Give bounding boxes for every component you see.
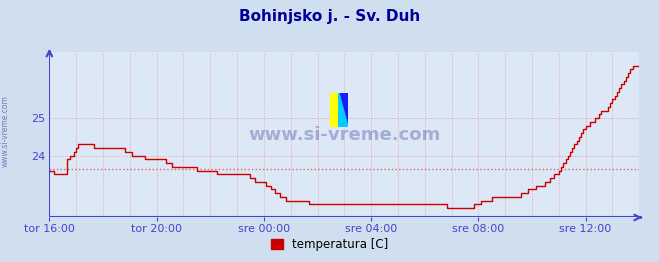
Polygon shape bbox=[339, 93, 348, 127]
Text: www.si-vreme.com: www.si-vreme.com bbox=[1, 95, 10, 167]
Text: Bohinjsko j. - Sv. Duh: Bohinjsko j. - Sv. Duh bbox=[239, 9, 420, 24]
Text: www.si-vreme.com: www.si-vreme.com bbox=[248, 126, 440, 144]
Polygon shape bbox=[330, 93, 339, 127]
Polygon shape bbox=[339, 93, 348, 127]
Legend: temperatura [C]: temperatura [C] bbox=[266, 234, 393, 256]
